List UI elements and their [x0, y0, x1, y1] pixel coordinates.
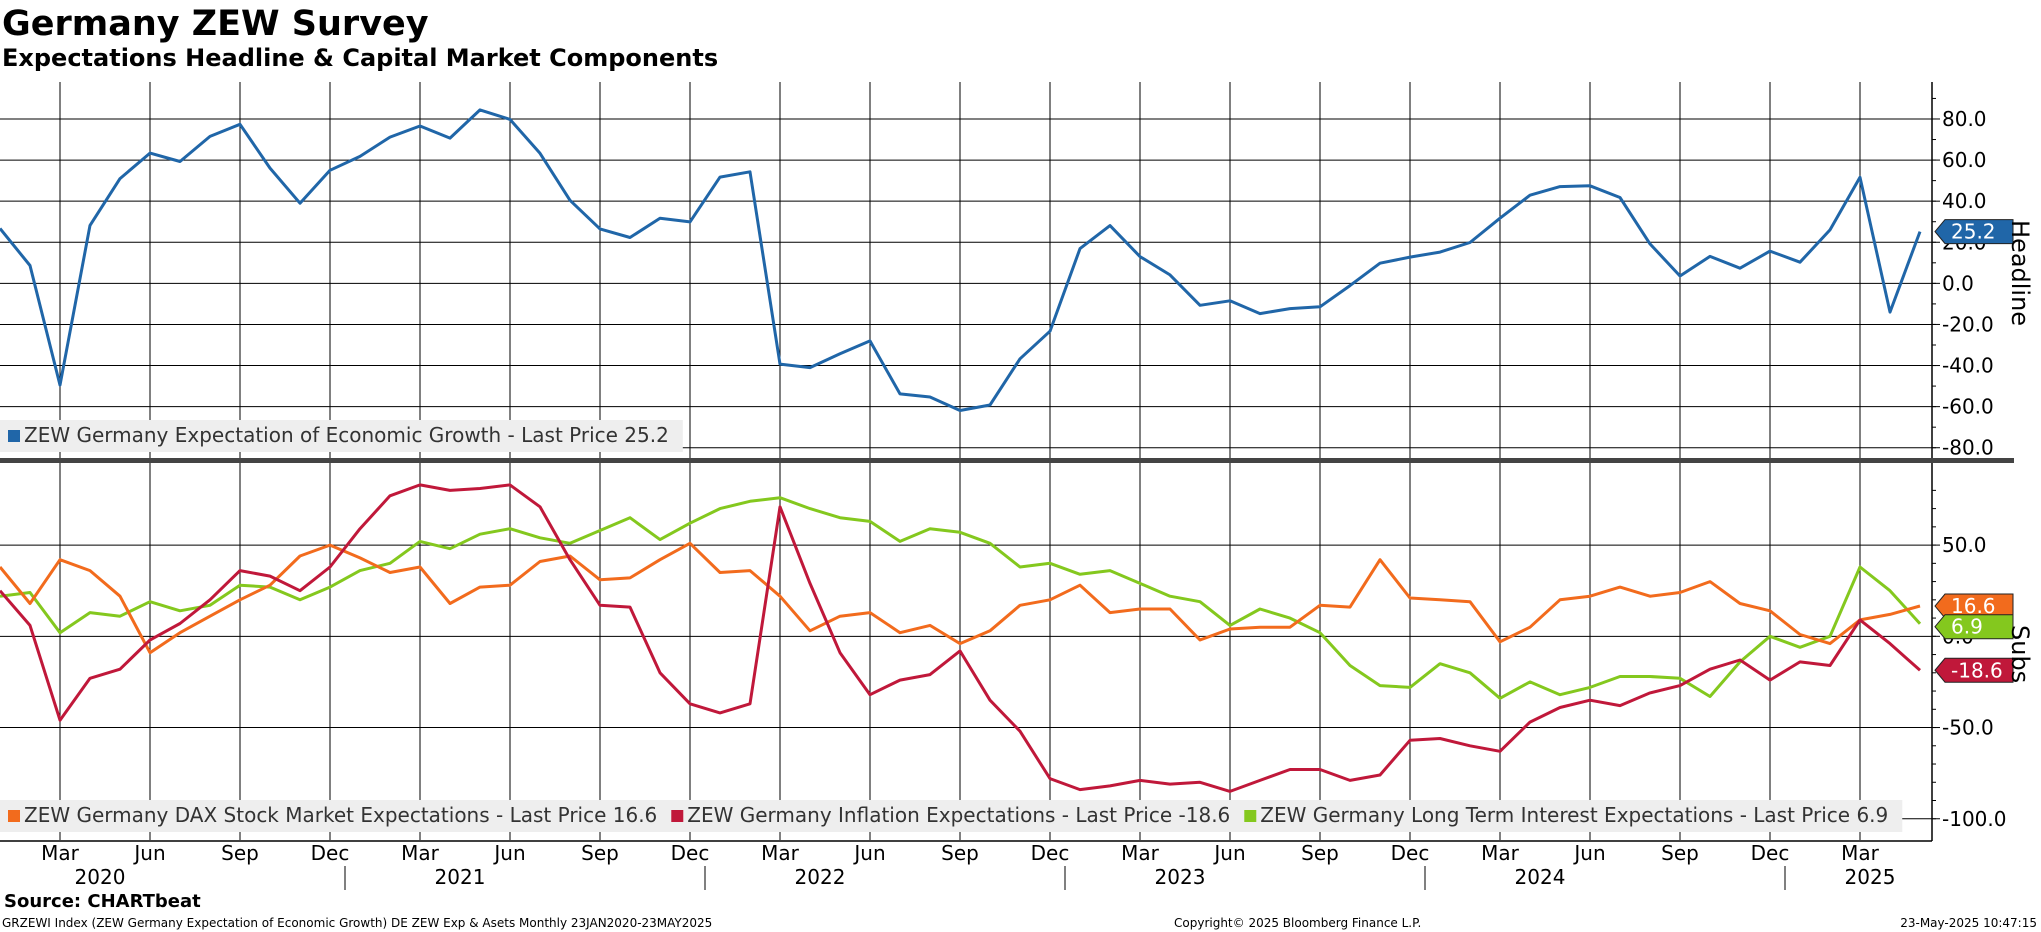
legend-bottom-label: ZEW Germany DAX Stock Market Expectation…	[24, 803, 657, 827]
x-tick-label: Dec	[671, 841, 710, 865]
y-tick-label-top: -60.0	[1942, 395, 1994, 419]
year-label: 2020	[75, 865, 126, 889]
x-tick-label: Mar	[1481, 841, 1520, 865]
year-label: 2023	[1155, 865, 1206, 889]
legend-bottom-label: ZEW Germany Long Term Interest Expectati…	[1260, 803, 1888, 827]
ticker-info: GRZEWI Index (ZEW Germany Expectation of…	[2, 916, 713, 930]
x-tick-label: Sep	[221, 841, 259, 865]
timestamp: 23-May-2025 10:47:15	[1900, 916, 2037, 930]
panel-divider	[0, 458, 2014, 463]
legend-bottom-box	[0, 800, 1903, 832]
legend-top-swatch	[8, 430, 20, 442]
y-tick-label-bottom: -50.0	[1942, 716, 1994, 740]
long-term-last-tag: 6.9	[1951, 615, 1983, 639]
legend-bottom-label: ZEW Germany Inflation Expectations - Las…	[687, 803, 1230, 827]
x-tick-label: Jun	[1212, 841, 1245, 865]
y-tick-label-top: 0.0	[1942, 271, 1974, 295]
subs-axis-title: Subs	[2006, 625, 2034, 683]
long-term-interest-line	[0, 496, 1922, 700]
inflation-last-tag: -18.6	[1951, 658, 2003, 682]
x-tick-label: Sep	[1661, 841, 1699, 865]
y-tick-label-top: -40.0	[1942, 354, 1994, 378]
y-tick-label-top: 60.0	[1942, 148, 1987, 172]
headline-axis-title: Headline	[2006, 220, 2034, 326]
legend-bottom-swatch	[8, 810, 20, 822]
x-tick-label: Sep	[941, 841, 979, 865]
year-label: 2024	[1515, 865, 1566, 889]
x-tick-label: Sep	[1301, 841, 1339, 865]
y-tick-label-bottom: 50.0	[1942, 533, 1987, 557]
long-term-last-tag-bg	[1934, 614, 2014, 640]
y-tick-label-top: -20.0	[1942, 312, 1994, 336]
headline-last-tag: 25.2	[1951, 220, 1996, 244]
y-tick-label-bottom: -100.0	[1942, 807, 2006, 831]
x-tick-label: Mar	[1841, 841, 1880, 865]
y-tick-label-top: 40.0	[1942, 189, 1987, 213]
x-tick-label: Jun	[852, 841, 885, 865]
x-tick-label: Mar	[761, 841, 800, 865]
headline-last-tag-bg	[1934, 219, 2014, 245]
y-tick-label-top: -80.0	[1942, 436, 1994, 460]
chart-title: Germany ZEW Survey	[2, 4, 429, 44]
copyright-notice: Copyright© 2025 Bloomberg Finance L.P.	[1174, 916, 1422, 930]
x-tick-label: Mar	[1121, 841, 1160, 865]
year-label: 2021	[435, 865, 486, 889]
x-tick-label: Mar	[41, 841, 80, 865]
x-tick-label: Sep	[581, 841, 619, 865]
legend-top-label: ZEW Germany Expectation of Economic Grow…	[24, 423, 669, 447]
inflation-last-tag-bg	[1934, 657, 2014, 683]
year-label: 2022	[795, 865, 846, 889]
x-tick-label: Dec	[1031, 841, 1070, 865]
x-tick-label: Mar	[401, 841, 440, 865]
dax-last-tag: 16.6	[1951, 594, 1996, 618]
headline-line	[0, 108, 1922, 412]
legend-bottom-swatch	[671, 810, 684, 822]
year-label: 2025	[1845, 865, 1896, 889]
x-tick-label: Dec	[1751, 841, 1790, 865]
dax-expectations-line	[0, 541, 1921, 655]
x-tick-label: Dec	[311, 841, 350, 865]
legend-bottom-swatch	[1244, 810, 1257, 822]
chart-subtitle: Expectations Headline & Capital Market C…	[2, 44, 719, 72]
legend-top-box	[0, 420, 683, 452]
inflation-expectations-line	[0, 483, 1921, 793]
x-tick-label: Jun	[492, 841, 525, 865]
x-tick-label: Dec	[1391, 841, 1430, 865]
x-tick-label: Jun	[1572, 841, 1605, 865]
x-tick-label: Jun	[132, 841, 165, 865]
y-tick-label-top: 80.0	[1942, 107, 1987, 131]
source-note: Source: CHARTbeat	[4, 891, 201, 912]
